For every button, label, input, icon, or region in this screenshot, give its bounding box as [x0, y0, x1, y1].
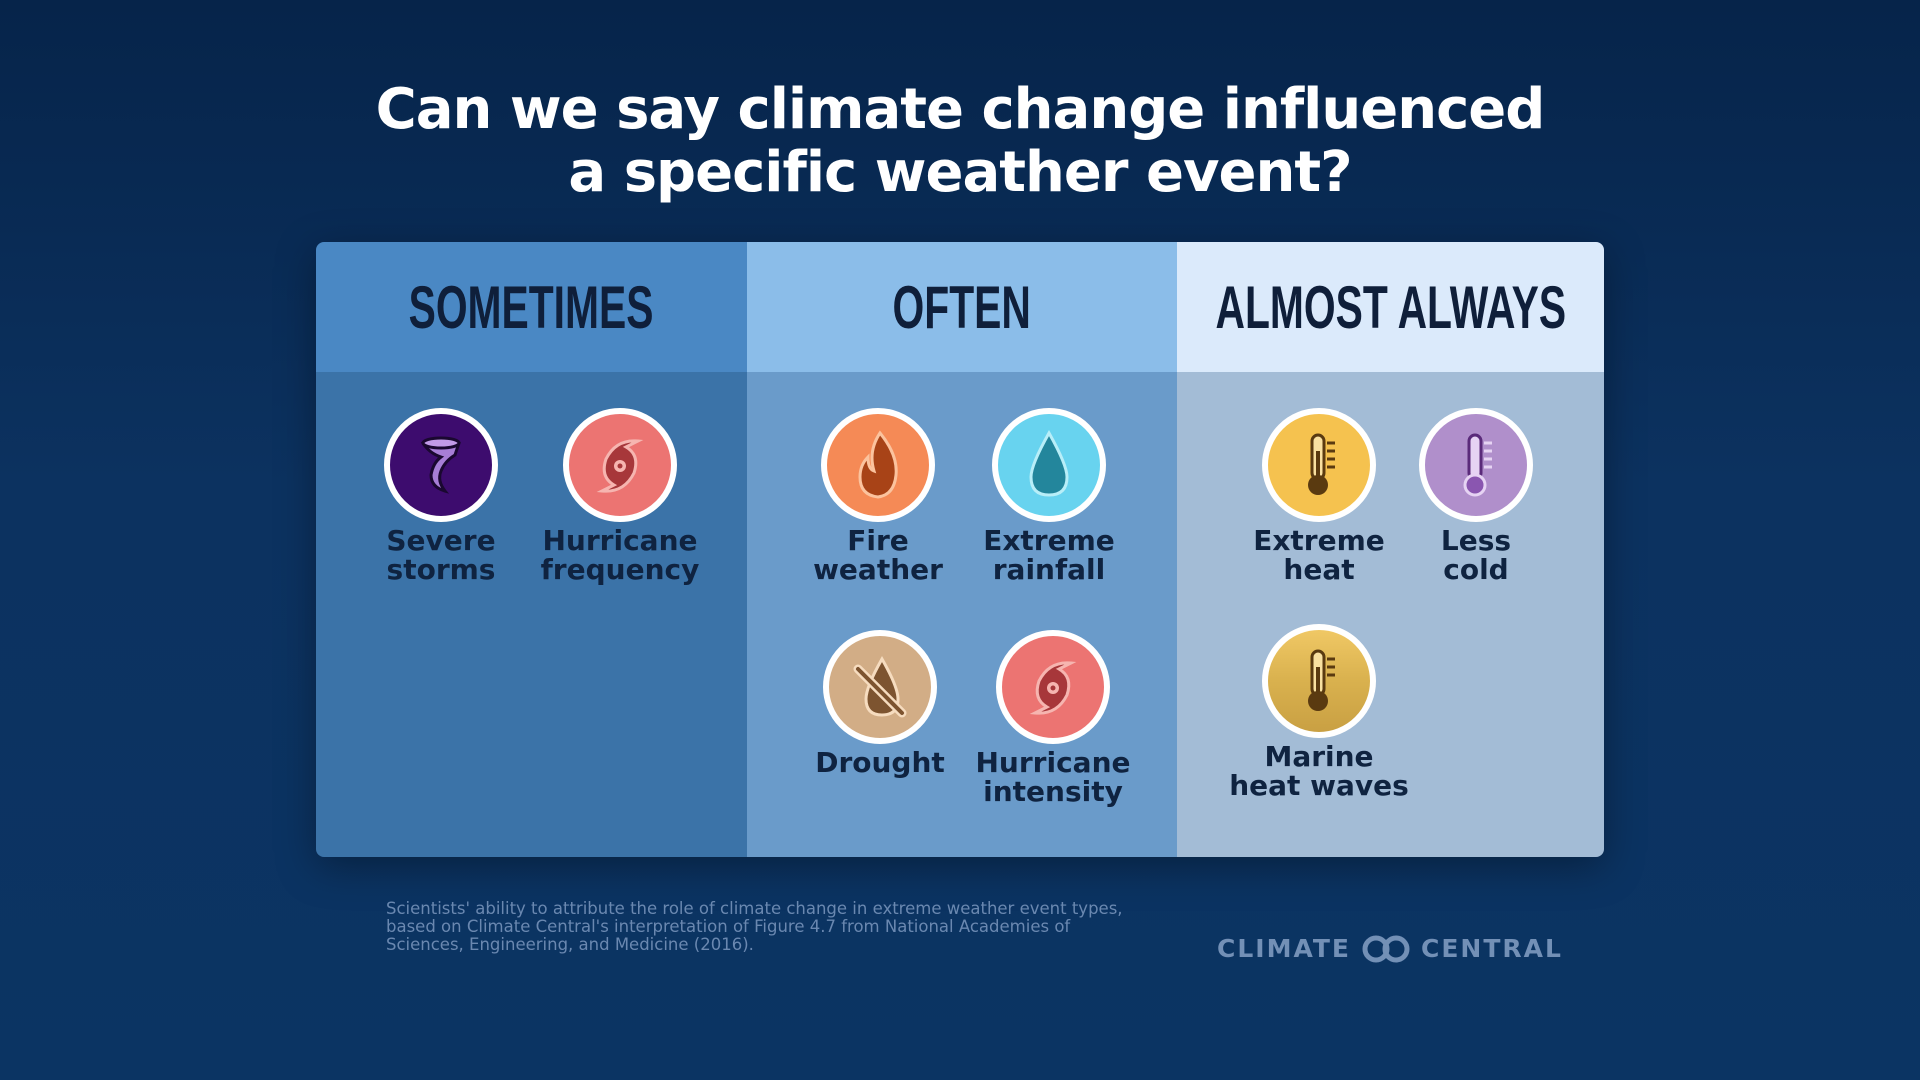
column-almost-always: ALMOST ALWAYS Extreme heat Less cold Marin…: [1177, 242, 1604, 857]
item-label: Drought: [815, 746, 945, 779]
thermometer-hot-icon: [1262, 408, 1376, 522]
title-line-2: a specific weather event?: [568, 140, 1352, 205]
fire-icon: [821, 408, 935, 522]
climate-central-logo: CLIMATE CENTRAL: [1217, 934, 1563, 963]
item-label: cold: [1443, 553, 1509, 586]
item-label: Marine: [1264, 740, 1374, 773]
item-extreme-rainfall: Extreme rainfall: [949, 408, 1149, 584]
hurricane-icon: [996, 630, 1110, 744]
tornado-icon: [384, 408, 498, 522]
raindrop-icon: [992, 408, 1106, 522]
logo-text-right: CENTRAL: [1421, 934, 1563, 963]
column-heading: OFTEN: [892, 273, 1032, 341]
footnote-line: based on Climate Central's interpretatio…: [386, 917, 1071, 936]
item-severe-storms: Severe storms: [341, 408, 541, 584]
footnote: Scientists' ability to attribute the rol…: [386, 900, 1186, 954]
item-label: Hurricane: [542, 524, 698, 557]
item-label: heat waves: [1229, 769, 1409, 802]
item-hurricane-frequency: Hurricane frequency: [520, 408, 720, 584]
item-hurricane-intensity: Hurricane intensity: [953, 630, 1153, 806]
logo-text-left: CLIMATE: [1217, 934, 1351, 963]
item-marine-heat-waves: Marine heat waves: [1219, 624, 1419, 800]
item-label: heat: [1283, 553, 1355, 586]
item-label: storms: [386, 553, 496, 586]
item-label: Severe: [386, 524, 496, 557]
item-label: Fire: [847, 524, 909, 557]
column-header: OFTEN: [747, 242, 1177, 372]
logo-rings-icon: [1362, 935, 1410, 962]
column-sometimes: SOMETIMES Severe storms Hurricane frequenc…: [316, 242, 747, 857]
item-label: intensity: [983, 775, 1123, 808]
item-fire-weather: Fire weather: [778, 408, 978, 584]
column-heading: SOMETIMES: [409, 273, 654, 341]
title-line-1: Can we say climate change influenced: [375, 77, 1546, 142]
drought-icon: [823, 630, 937, 744]
item-extreme-heat: Extreme heat: [1219, 408, 1419, 584]
item-label: Extreme: [983, 524, 1115, 557]
item-label: rainfall: [992, 553, 1106, 586]
item-drought: Drought: [780, 630, 980, 777]
attribution-table: SOMETIMES Severe storms Hurricane frequenc…: [316, 242, 1604, 857]
item-less-cold: Less cold: [1376, 408, 1576, 584]
footnote-line: Sciences, Engineering, and Medicine (201…: [386, 935, 754, 954]
thermometer-ocean-icon: [1262, 624, 1376, 738]
column-header: ALMOST ALWAYS: [1177, 242, 1604, 372]
page-title: Can we say climate change influenced a s…: [0, 78, 1920, 204]
column-heading: ALMOST ALWAYS: [1215, 273, 1566, 341]
item-label: Extreme: [1253, 524, 1385, 557]
column-often: OFTEN Fire weather Extreme rainfall Drough…: [747, 242, 1177, 857]
hurricane-icon: [563, 408, 677, 522]
item-label: Less: [1440, 524, 1512, 557]
column-header: SOMETIMES: [316, 242, 747, 372]
item-label: Hurricane: [975, 746, 1131, 779]
footnote-line: Scientists' ability to attribute the rol…: [386, 899, 1123, 918]
item-label: weather: [813, 553, 943, 586]
item-label: frequency: [540, 553, 700, 586]
thermometer-cold-icon: [1419, 408, 1533, 522]
